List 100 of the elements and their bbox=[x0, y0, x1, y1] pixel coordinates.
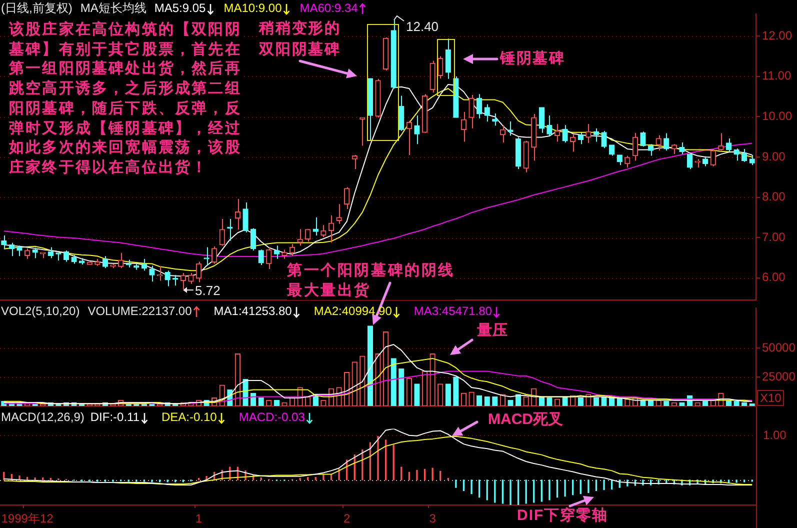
bar bbox=[601, 396, 607, 406]
annotation: 12.40 bbox=[406, 19, 439, 34]
candlestick bbox=[234, 198, 241, 230]
candlestick bbox=[686, 154, 693, 170]
candlestick bbox=[414, 115, 420, 145]
y-tick-label: 7.00 bbox=[762, 230, 786, 244]
candlestick bbox=[749, 154, 755, 166]
bar bbox=[445, 384, 451, 406]
annotation: 第一个阳阴墓碑的阴线最大量出货 bbox=[287, 261, 455, 300]
candlestick bbox=[554, 123, 560, 142]
candlestick bbox=[538, 106, 544, 134]
candlestick bbox=[445, 38, 451, 80]
annotation: 量压 bbox=[477, 322, 508, 340]
bar bbox=[476, 395, 482, 406]
candlestick bbox=[250, 228, 256, 251]
candlestick bbox=[212, 246, 218, 264]
candlestick bbox=[562, 124, 568, 143]
text: MACD:-0.03 bbox=[238, 410, 305, 424]
y-tick-label: 9.00 bbox=[762, 149, 786, 164]
legend-label: DEA:-0.10 bbox=[162, 410, 217, 424]
legend-label: VOLUME:22137.00 bbox=[88, 304, 192, 318]
text: X10 bbox=[760, 391, 782, 405]
candlestick bbox=[476, 94, 482, 119]
candlestick bbox=[305, 228, 311, 242]
candlestick bbox=[352, 154, 358, 170]
candlestick bbox=[468, 94, 474, 129]
annotation: 稍稍变形的双阳阴墓碑 bbox=[259, 19, 341, 60]
y-tick-label: 11.00 bbox=[762, 68, 792, 83]
candlestick bbox=[258, 249, 264, 266]
candlestick bbox=[118, 252, 124, 269]
candlestick bbox=[671, 144, 677, 155]
candlestick bbox=[344, 186, 350, 210]
candlestick bbox=[734, 148, 740, 162]
candlestick bbox=[570, 134, 576, 152]
y-tick-label: 10.00 bbox=[762, 109, 792, 124]
candlestick bbox=[546, 115, 552, 136]
candlestick bbox=[632, 132, 638, 162]
chart-title: VOL2(5,10,20) bbox=[1, 304, 80, 318]
candlestick bbox=[180, 272, 186, 290]
candlestick bbox=[141, 258, 148, 272]
candlestick bbox=[624, 155, 630, 168]
candlestick bbox=[718, 132, 724, 152]
candlestick bbox=[328, 214, 334, 243]
candlestick bbox=[586, 123, 592, 144]
candlestick bbox=[648, 144, 654, 156]
text: 1.00 bbox=[763, 428, 786, 442]
candlestick bbox=[460, 111, 467, 142]
bar bbox=[538, 396, 544, 406]
bar bbox=[414, 384, 420, 406]
legend-label: DIF:-0.11 bbox=[90, 410, 140, 424]
candlestick bbox=[640, 131, 646, 148]
candlestick bbox=[8, 242, 15, 257]
candlestick bbox=[149, 265, 155, 282]
candlestick bbox=[702, 156, 708, 167]
y-tick-label: 6.00 bbox=[762, 270, 786, 284]
y-tick-label: 8.00 bbox=[762, 190, 786, 204]
bar bbox=[484, 396, 490, 406]
chart-title: MACD(12,26,9) bbox=[1, 410, 84, 424]
candlestick bbox=[16, 245, 22, 257]
bar bbox=[367, 326, 374, 406]
x-tick-label: 2 bbox=[343, 512, 350, 526]
candlestick bbox=[578, 132, 584, 145]
candlestick bbox=[242, 202, 248, 233]
legend-label: MA5:9.05 bbox=[154, 1, 206, 15]
candlestick bbox=[24, 248, 30, 260]
candlestick bbox=[274, 245, 280, 260]
candlestick bbox=[656, 134, 662, 152]
y-tick-label: 50000 bbox=[762, 340, 796, 354]
chart-subtitle: MA短长均线 bbox=[80, 1, 146, 15]
legend-label: MA60:9.34 bbox=[300, 1, 358, 15]
candlestick bbox=[664, 132, 670, 152]
x-tick-label: 1999年12 bbox=[1, 512, 54, 526]
candlestick bbox=[336, 204, 342, 224]
y-tick-label: 12.00 bbox=[762, 28, 792, 42]
legend-label: MA10:9.00 bbox=[224, 1, 282, 15]
bar bbox=[562, 396, 568, 406]
bar bbox=[453, 376, 459, 406]
candlestick bbox=[32, 247, 38, 259]
bar bbox=[390, 358, 396, 406]
annotation: 该股庄家在高位构筑的【双阳阴墓碑】有别于其它股票，首先在第一组阳阴墓碑处出货，然后再跳空高开诱多，之后形成第二组阳阴墓碑，随后下跌、反弹，反弹时又形成【锤阴墓碑】，经过如此多次的来回宽幅震荡，该股庄家终于得以在高位出货！ bbox=[9, 20, 242, 178]
candlestick bbox=[164, 270, 170, 287]
x-tick-label: 3 bbox=[429, 512, 436, 526]
annotation: 锤阴墓碑 bbox=[500, 50, 566, 68]
candlestick bbox=[406, 120, 412, 156]
candlestick bbox=[438, 56, 444, 79]
candlestick bbox=[710, 148, 716, 167]
candlestick bbox=[1, 235, 7, 250]
chart-title: (日线,前复权) bbox=[1, 1, 72, 15]
candlestick bbox=[601, 130, 607, 149]
x-tick-label: 1 bbox=[195, 512, 202, 526]
candlestick bbox=[484, 104, 490, 122]
candlestick bbox=[398, 95, 404, 132]
text: DIF下穿零轴 bbox=[517, 507, 608, 525]
bar bbox=[398, 368, 404, 406]
candlestick bbox=[679, 142, 685, 155]
bar bbox=[492, 396, 498, 406]
candlestick bbox=[320, 224, 326, 238]
y-tick-label: 25000 bbox=[762, 369, 796, 384]
candlestick bbox=[188, 272, 194, 284]
candlestick bbox=[48, 246, 54, 259]
